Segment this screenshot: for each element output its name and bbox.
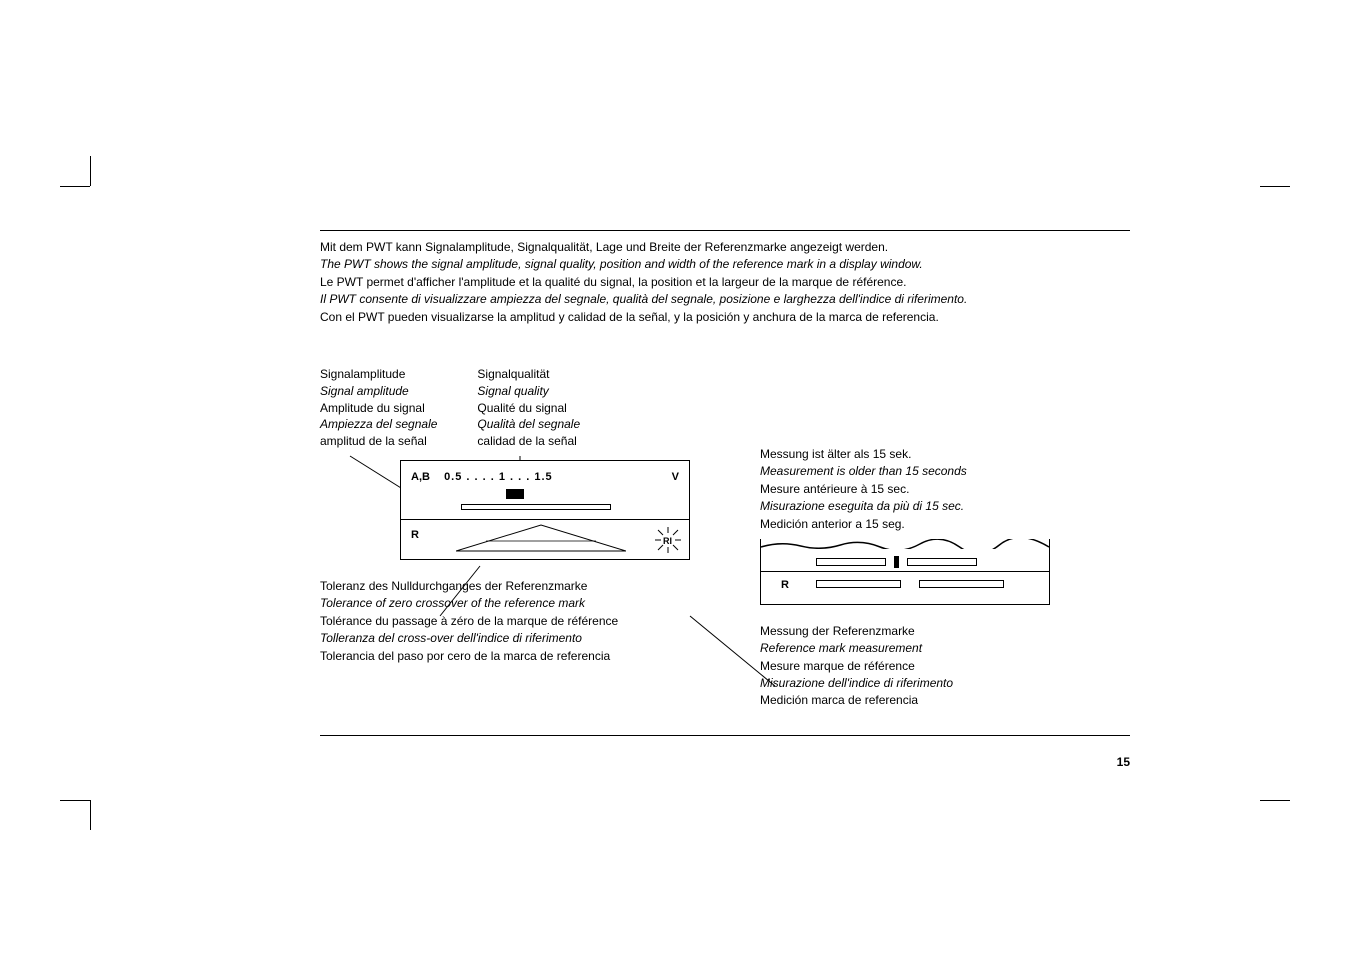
page-number: 15 <box>1117 755 1130 769</box>
qual-it: Qualità del segnale <box>477 416 580 433</box>
ref-de: Messung der Referenzmarke <box>760 623 1130 640</box>
tol-es: Tolerancia del paso por cero de la marca… <box>320 648 720 665</box>
tolerance-prism-icon <box>456 523 626 553</box>
unit-v: V <box>672 471 679 483</box>
right-column: Messung ist älter als 15 sek. Measuremen… <box>760 366 1130 710</box>
ab-label: A,B <box>411 471 441 483</box>
ri-text: RI <box>663 536 672 546</box>
crop-mark <box>1260 186 1290 187</box>
tol-fr: Tolérance du passage à zéro de la marque… <box>320 613 720 630</box>
scale-ticks: 0.5 . . . . 1 . . . 1.5 <box>444 471 553 483</box>
crop-mark <box>90 800 91 830</box>
qual-fr: Qualité du signal <box>477 400 580 417</box>
pwt-display-secondary: R <box>760 539 1050 605</box>
reference-measurement-labels: Messung der Referenzmarke Reference mark… <box>760 623 1130 710</box>
intro-it: Il PWT consente di visualizzare ampiezza… <box>320 291 1130 308</box>
label-columns: Signalamplitude Signal amplitude Amplitu… <box>320 366 720 450</box>
tol-en: Tolerance of zero crossover of the refer… <box>320 595 720 612</box>
amp-es: amplitud de la señal <box>320 433 437 450</box>
quality-bar-icon <box>461 504 611 510</box>
qual-de: Signalqualität <box>477 366 580 383</box>
tol-it: Tolleranza del cross-over dell'indice di… <box>320 630 720 647</box>
ri-burst-icon: RI <box>655 527 681 553</box>
tol-de: Toleranz des Nulldurchganges der Referen… <box>320 578 720 595</box>
old-en: Measurement is older than 15 seconds <box>760 463 1130 480</box>
crop-mark <box>60 800 90 801</box>
old-it: Misurazione eseguita da più di 15 sec. <box>760 498 1130 515</box>
bottom-rule <box>320 735 1130 736</box>
amplitude-bar-icon <box>506 489 524 499</box>
torn-edge-icon <box>761 539 1049 549</box>
amp-it: Ampiezza del segnale <box>320 416 437 433</box>
old-measurement-labels: Messung ist älter als 15 sek. Measuremen… <box>760 446 1130 533</box>
tolerance-labels: Toleranz des Nulldurchganges der Referen… <box>320 578 720 665</box>
qual-en: Signal quality <box>477 383 580 400</box>
amp-de: Signalamplitude <box>320 366 437 383</box>
old-de: Messung ist älter als 15 sek. <box>760 446 1130 463</box>
ref-en: Reference mark measurement <box>760 640 1130 657</box>
ref-it: Misurazione dell'indice di riferimento <box>760 675 1130 692</box>
crop-mark <box>1260 800 1290 801</box>
display-row-ab: A,B 0.5 . . . . 1 . . . 1.5 V <box>411 471 679 483</box>
amp-fr: Amplitude du signal <box>320 400 437 417</box>
crop-mark <box>90 156 91 186</box>
amp-en: Signal amplitude <box>320 383 437 400</box>
quality-labels: Signalqualität Signal quality Qualité du… <box>477 366 580 450</box>
intro-es: Con el PWT pueden visualizarse la amplit… <box>320 309 1130 326</box>
pwt-display-main: A,B 0.5 . . . . 1 . . . 1.5 V R <box>400 460 690 560</box>
intro-paragraph: Mit dem PWT kann Signalamplitude, Signal… <box>320 230 1130 336</box>
diagram-row: Signalamplitude Signal amplitude Amplitu… <box>320 366 1130 710</box>
display2-divider <box>761 571 1049 572</box>
r2-label: R <box>781 579 789 591</box>
intro-de: Mit dem PWT kann Signalamplitude, Signal… <box>320 239 1130 256</box>
page-content: Mit dem PWT kann Signalamplitude, Signal… <box>320 230 1130 710</box>
left-column: Signalamplitude Signal amplitude Amplitu… <box>320 366 720 710</box>
display-divider <box>401 519 689 520</box>
ri-label: RI <box>655 527 681 553</box>
old-es: Medición anterior a 15 seg. <box>760 516 1130 533</box>
dashed-bars-icon <box>816 553 1004 593</box>
qual-es: calidad de la señal <box>477 433 580 450</box>
intro-en: The PWT shows the signal amplitude, sign… <box>320 256 1130 273</box>
r-label: R <box>411 529 419 541</box>
old-fr: Mesure antérieure à 15 sec. <box>760 481 1130 498</box>
ref-fr: Mesure marque de référence <box>760 658 1130 675</box>
ref-es: Medición marca de referencia <box>760 692 1130 709</box>
crop-mark <box>60 186 90 187</box>
amplitude-labels: Signalamplitude Signal amplitude Amplitu… <box>320 366 437 450</box>
intro-fr: Le PWT permet d'afficher l'amplitude et … <box>320 274 1130 291</box>
